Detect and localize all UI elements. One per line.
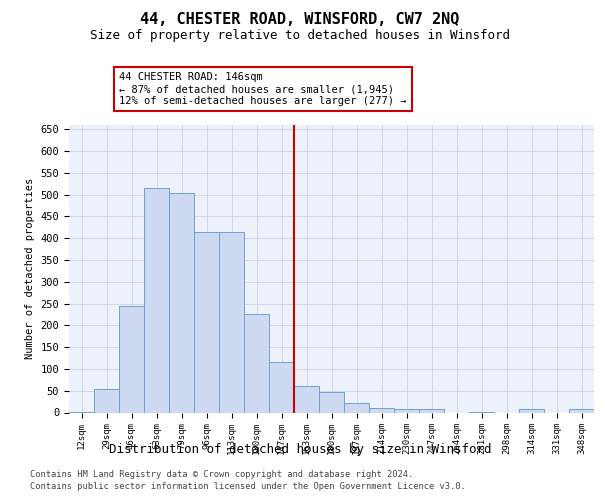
- Bar: [369, 408, 394, 412]
- Bar: [219, 232, 244, 412]
- Bar: [194, 232, 219, 412]
- Text: Distribution of detached houses by size in Winsford: Distribution of detached houses by size …: [109, 444, 491, 456]
- Bar: [119, 306, 144, 412]
- Bar: [294, 386, 319, 412]
- Bar: [394, 410, 419, 412]
- Y-axis label: Number of detached properties: Number of detached properties: [25, 178, 35, 360]
- Bar: [269, 362, 294, 412]
- Bar: [144, 188, 169, 412]
- Bar: [94, 388, 119, 412]
- Bar: [319, 392, 344, 412]
- Text: Contains public sector information licensed under the Open Government Licence v3: Contains public sector information licen…: [30, 482, 466, 491]
- Bar: [244, 314, 269, 412]
- Bar: [419, 410, 444, 412]
- Text: 44 CHESTER ROAD: 146sqm
← 87% of detached houses are smaller (1,945)
12% of semi: 44 CHESTER ROAD: 146sqm ← 87% of detache…: [119, 72, 407, 106]
- Bar: [519, 410, 544, 412]
- Bar: [169, 192, 194, 412]
- Bar: [344, 403, 369, 412]
- Bar: [569, 410, 594, 412]
- Text: Contains HM Land Registry data © Crown copyright and database right 2024.: Contains HM Land Registry data © Crown c…: [30, 470, 413, 479]
- Text: Size of property relative to detached houses in Winsford: Size of property relative to detached ho…: [90, 29, 510, 42]
- Text: 44, CHESTER ROAD, WINSFORD, CW7 2NQ: 44, CHESTER ROAD, WINSFORD, CW7 2NQ: [140, 12, 460, 28]
